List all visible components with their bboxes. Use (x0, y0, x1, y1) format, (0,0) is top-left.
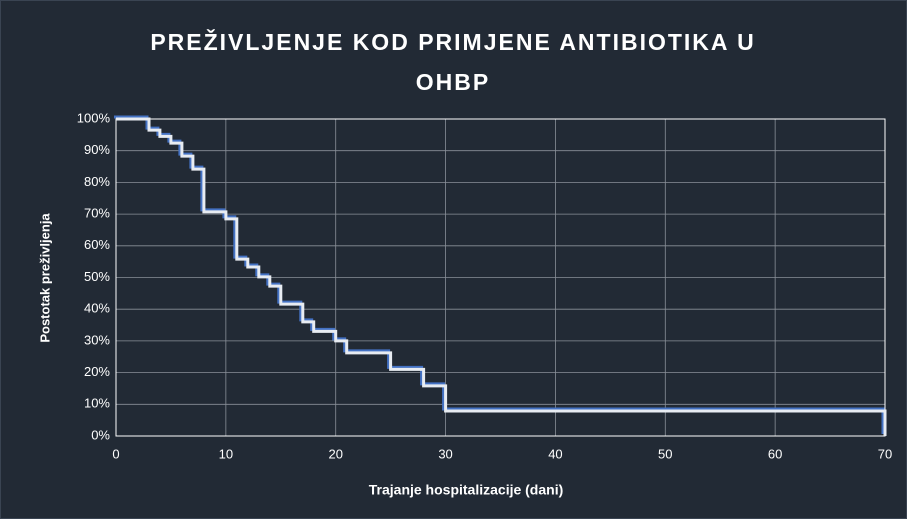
x-axis-label: Trajanje hospitalizacije (dani) (369, 482, 564, 498)
y-tick-label: 40% (84, 301, 110, 316)
y-tick-label: 50% (84, 269, 110, 284)
x-tick-label: 0 (112, 446, 119, 461)
x-tick-label: 70 (878, 446, 892, 461)
plot-border (115, 118, 886, 437)
chart-title: PREŽIVLJENJE KOD PRIMJENE ANTIBIOTIKA U … (150, 29, 756, 95)
y-tick-label: 100% (77, 110, 111, 125)
x-tick-label: 50 (658, 446, 672, 461)
x-tick-label: 10 (219, 446, 233, 461)
x-tick-label: 30 (438, 446, 452, 461)
y-tick-label: 10% (84, 396, 110, 411)
y-tick-label: 0% (91, 427, 110, 442)
y-tick-label: 60% (84, 237, 110, 252)
y-tick-label: 20% (84, 364, 110, 379)
x-tick-label: 40 (548, 446, 562, 461)
x-tick-label: 20 (328, 446, 342, 461)
y-tick-label: 70% (84, 206, 110, 221)
y-axis-label: Postotak preživljenja (37, 213, 52, 343)
y-tick-label: 80% (84, 174, 110, 189)
y-tick-label: 30% (84, 332, 110, 347)
survival-line (116, 117, 887, 436)
y-tick-label: 90% (84, 142, 110, 157)
line-shadow (114, 115, 885, 434)
x-tick-label: 60 (768, 446, 782, 461)
